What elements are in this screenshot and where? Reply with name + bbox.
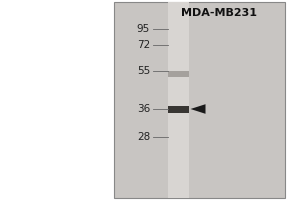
- Bar: [114, 2, 285, 198]
- Bar: [168, 106, 189, 113]
- Text: 36: 36: [137, 104, 150, 114]
- Text: 95: 95: [137, 24, 150, 34]
- Bar: [168, 2, 189, 198]
- Text: MDA-MB231: MDA-MB231: [181, 8, 257, 18]
- Bar: [168, 71, 189, 77]
- Text: 28: 28: [137, 132, 150, 142]
- Text: 72: 72: [137, 40, 150, 50]
- Text: 55: 55: [137, 66, 150, 76]
- Polygon shape: [190, 104, 206, 114]
